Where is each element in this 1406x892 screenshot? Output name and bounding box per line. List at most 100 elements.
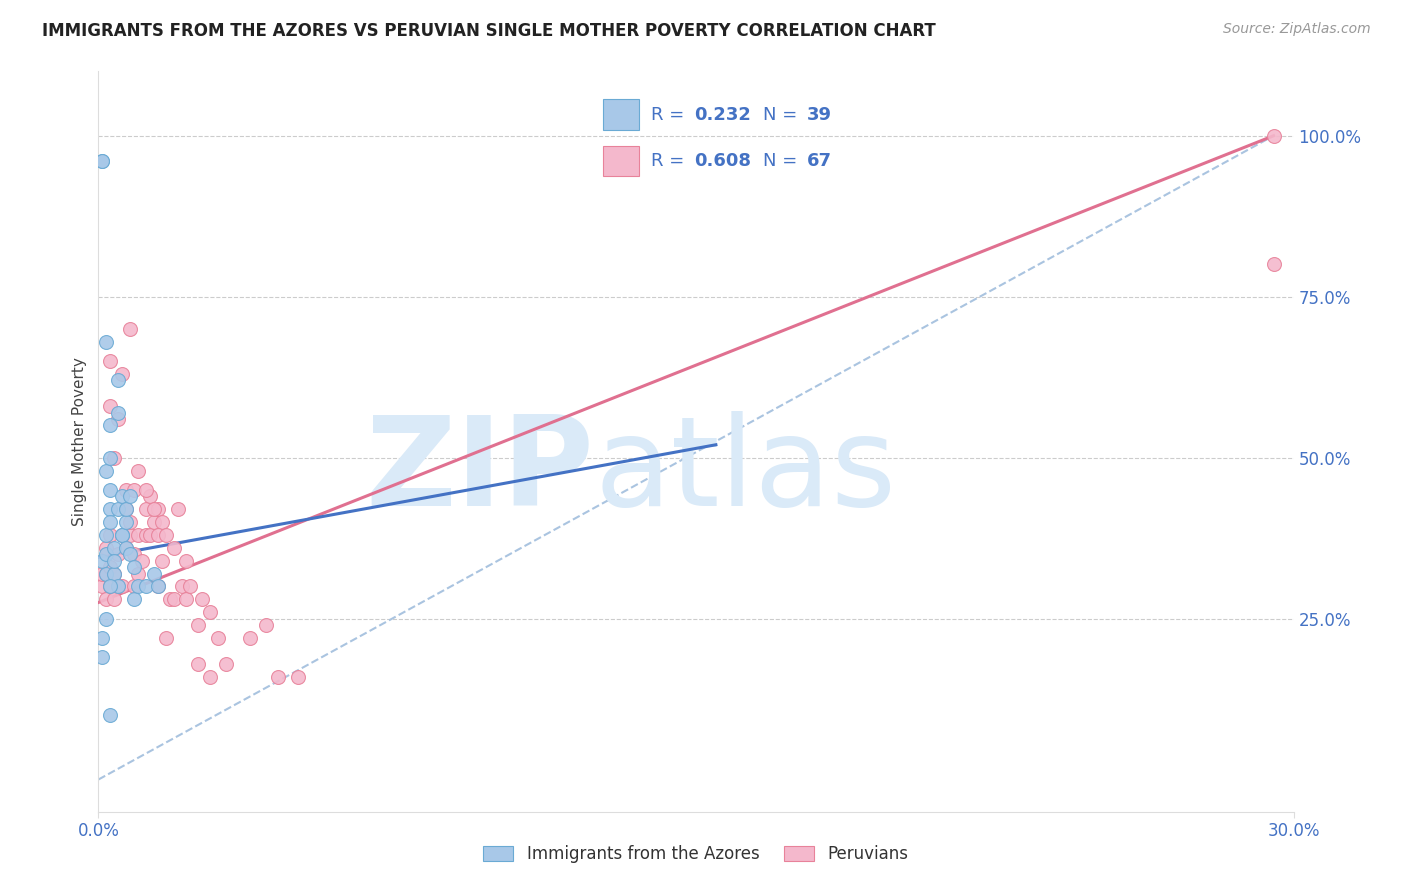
Point [120, 547, 142, 561]
Legend: Immigrants from the Azores, Peruvians: Immigrants from the Azores, Peruvians [477, 838, 915, 870]
Point [155, 631, 177, 645]
Point [131, 554, 153, 568]
Point [148, 502, 170, 516]
Point [96, 592, 118, 607]
Point [96, 611, 118, 625]
Point [91, 554, 114, 568]
Point [124, 483, 146, 497]
Point [115, 541, 138, 555]
Point [135, 528, 157, 542]
Point [111, 489, 134, 503]
Point [127, 528, 149, 542]
Point [107, 406, 129, 420]
Point [143, 502, 166, 516]
Point [115, 483, 138, 497]
Point [187, 657, 209, 671]
Point [98, 579, 122, 593]
Point [115, 515, 138, 529]
Point [167, 502, 190, 516]
Point [191, 592, 214, 607]
Point [174, 554, 197, 568]
Point [179, 579, 201, 593]
Point [135, 483, 157, 497]
Point [120, 515, 142, 529]
Point [124, 592, 146, 607]
Point [267, 669, 290, 683]
Point [148, 528, 170, 542]
Point [124, 547, 146, 561]
Point [96, 463, 118, 477]
Point [107, 502, 129, 516]
Point [120, 322, 142, 336]
Point [98, 579, 122, 593]
Point [111, 579, 134, 593]
Point [98, 418, 122, 433]
Point [111, 367, 134, 381]
Point [127, 579, 149, 593]
Point [98, 502, 122, 516]
Point [135, 502, 157, 516]
Point [111, 528, 134, 542]
Point [239, 631, 262, 645]
Point [143, 566, 166, 581]
Point [127, 566, 149, 581]
Point [96, 541, 118, 555]
Point [98, 515, 122, 529]
Point [98, 560, 122, 574]
Point [159, 592, 181, 607]
Point [91, 650, 114, 665]
Point [115, 502, 138, 516]
Point [91, 154, 114, 169]
Point [107, 579, 129, 593]
Point [198, 669, 221, 683]
Point [91, 566, 114, 581]
Point [107, 412, 129, 426]
Point [98, 483, 122, 497]
Point [98, 450, 122, 465]
Point [207, 631, 229, 645]
Point [163, 592, 186, 607]
Point [115, 541, 138, 555]
Point [163, 541, 186, 555]
Point [120, 528, 142, 542]
Point [96, 334, 118, 349]
Point [172, 579, 194, 593]
Point [107, 373, 129, 387]
Text: Source: ZipAtlas.com: Source: ZipAtlas.com [1223, 22, 1371, 37]
Point [1263, 258, 1285, 272]
Point [111, 528, 134, 542]
Point [107, 547, 129, 561]
Point [103, 554, 125, 568]
Point [103, 592, 125, 607]
Point [124, 579, 146, 593]
Point [103, 566, 125, 581]
Point [198, 605, 221, 619]
Point [124, 560, 146, 574]
Point [107, 579, 129, 593]
Point [91, 631, 114, 645]
Point [148, 579, 170, 593]
Point [150, 554, 173, 568]
Point [96, 566, 118, 581]
Point [103, 541, 125, 555]
Point [135, 579, 157, 593]
Point [115, 502, 138, 516]
Point [91, 579, 114, 593]
Point [174, 592, 197, 607]
Point [254, 618, 277, 632]
Text: ZIP: ZIP [366, 410, 595, 532]
Point [120, 489, 142, 503]
Point [98, 354, 122, 368]
Point [187, 618, 209, 632]
Text: atlas: atlas [595, 410, 897, 532]
Point [91, 154, 114, 169]
Point [150, 515, 173, 529]
Point [148, 579, 170, 593]
Point [96, 547, 118, 561]
Point [111, 528, 134, 542]
Point [96, 528, 118, 542]
Point [98, 528, 122, 542]
Point [1263, 128, 1285, 143]
Y-axis label: Single Mother Poverty: Single Mother Poverty [72, 357, 87, 526]
Point [103, 566, 125, 581]
